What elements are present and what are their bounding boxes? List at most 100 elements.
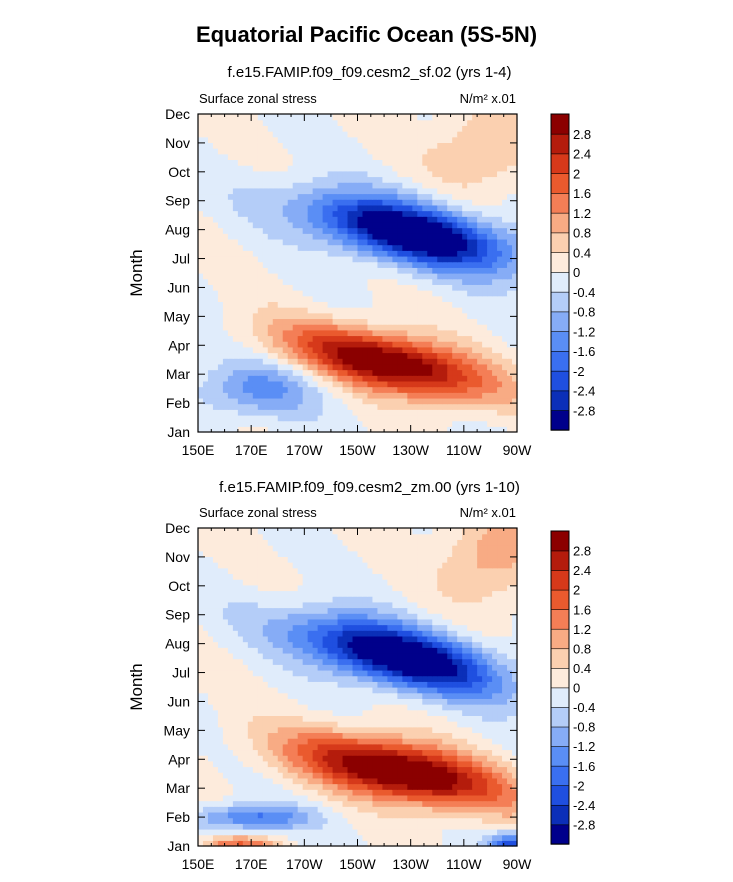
heatmap-cell: [472, 409, 478, 416]
heatmap-cell: [267, 193, 274, 200]
heatmap-cell: [342, 278, 349, 285]
heatmap-cell: [432, 749, 438, 756]
heatmap-cell: [282, 766, 289, 773]
heatmap-cell: [198, 420, 204, 427]
heatmap-cell: [512, 823, 518, 830]
heatmap-cell: [497, 119, 503, 126]
heatmap-cell: [302, 176, 309, 183]
heatmap-cell: [442, 341, 448, 348]
heatmap-cell: [482, 392, 488, 399]
heatmap-cell: [212, 290, 219, 297]
heatmap-cell: [267, 352, 274, 359]
heatmap-cell: [467, 806, 473, 813]
heatmap-cell: [482, 789, 488, 796]
heatmap-cell: [212, 375, 219, 382]
heatmap-cell: [342, 380, 349, 388]
heatmap-cell: [447, 165, 453, 172]
heatmap-cell: [207, 766, 214, 773]
heatmap-cell: [452, 420, 458, 427]
heatmap-cell: [247, 170, 254, 178]
heatmap-cell: [297, 290, 304, 297]
heatmap-cell: [317, 284, 324, 291]
heatmap-cell: [332, 193, 339, 200]
heatmap-cell: [198, 738, 204, 745]
heatmap-cell: [198, 187, 204, 195]
heatmap-cell: [237, 772, 244, 779]
heatmap-cell: [262, 738, 269, 745]
heatmap-cell: [477, 318, 483, 325]
heatmap-cell: [212, 273, 219, 280]
heatmap-cell: [502, 828, 508, 836]
heatmap-cell: [267, 800, 274, 807]
heatmap-cell: [372, 777, 379, 785]
heatmap-cell: [512, 828, 518, 836]
heatmap-cell: [367, 199, 374, 206]
heatmap-cell: [352, 221, 359, 229]
heatmap-cell: [372, 414, 379, 422]
heatmap-cell: [202, 153, 209, 161]
heatmap-cell: [362, 238, 369, 246]
heatmap-cell: [322, 414, 329, 422]
heatmap-cell: [367, 358, 374, 365]
heatmap-cell: [202, 318, 209, 325]
heatmap-cell: [487, 250, 493, 257]
heatmap-cell: [362, 823, 369, 830]
heatmap-cell: [282, 255, 289, 263]
heatmap-cell: [272, 114, 279, 121]
heatmap-cell: [337, 760, 344, 768]
heatmap-cell: [367, 380, 374, 388]
heatmap-cell: [267, 261, 274, 268]
heatmap-cell: [437, 125, 443, 132]
heatmap-cell: [372, 823, 379, 830]
heatmap-cell: [467, 828, 473, 836]
heatmap-cell: [377, 273, 384, 280]
heatmap-cell: [397, 324, 403, 331]
heatmap-cell: [262, 221, 269, 229]
heatmap-cell: [237, 777, 244, 785]
heatmap-cell: [272, 210, 279, 217]
heatmap-cell: [297, 397, 304, 405]
heatmap-cell: [452, 352, 458, 359]
heatmap-cell: [427, 278, 433, 285]
heatmap-cell: [432, 204, 438, 212]
heatmap-cell: [272, 216, 279, 223]
heatmap-cell: [332, 119, 339, 126]
heatmap-cell: [257, 114, 264, 121]
heatmap-cell: [487, 153, 493, 161]
heatmap-cell: [467, 794, 473, 802]
heatmap-cell: [512, 743, 518, 751]
heatmap-cell: [422, 426, 428, 433]
heatmap-cell: [482, 346, 488, 354]
heatmap-cell: [232, 375, 239, 382]
heatmap-cell: [302, 193, 309, 200]
heatmap-cell: [202, 233, 209, 240]
heatmap-cell: [222, 840, 229, 847]
heatmap-cell: [402, 250, 408, 257]
heatmap-cell: [422, 227, 428, 234]
heatmap-cell: [347, 114, 354, 121]
heatmap-cell: [232, 840, 239, 847]
heatmap-cell: [382, 369, 388, 376]
heatmap-cell: [232, 772, 239, 779]
heatmap-cell: [207, 199, 214, 206]
heatmap-cell: [372, 375, 379, 382]
heatmap-cell: [412, 732, 418, 739]
heatmap-cell: [452, 125, 458, 132]
heatmap-cell: [442, 783, 448, 790]
heatmap-cell: [352, 811, 359, 819]
heatmap-cell: [402, 210, 408, 217]
heatmap-cell: [332, 789, 339, 796]
heatmap-cell: [372, 403, 379, 410]
heatmap-cell: [382, 295, 388, 302]
heatmap-cell: [427, 823, 433, 830]
heatmap-cell: [202, 216, 209, 223]
heatmap-cell: [242, 738, 249, 745]
heatmap-cell: [482, 403, 488, 410]
heatmap-cell: [382, 125, 388, 132]
heatmap-cell: [332, 142, 339, 149]
heatmap-cell: [222, 312, 229, 320]
heatmap-cell: [457, 176, 463, 183]
heatmap-cell: [357, 295, 364, 302]
heatmap-cell: [457, 329, 463, 337]
heatmap-cell: [317, 409, 324, 416]
